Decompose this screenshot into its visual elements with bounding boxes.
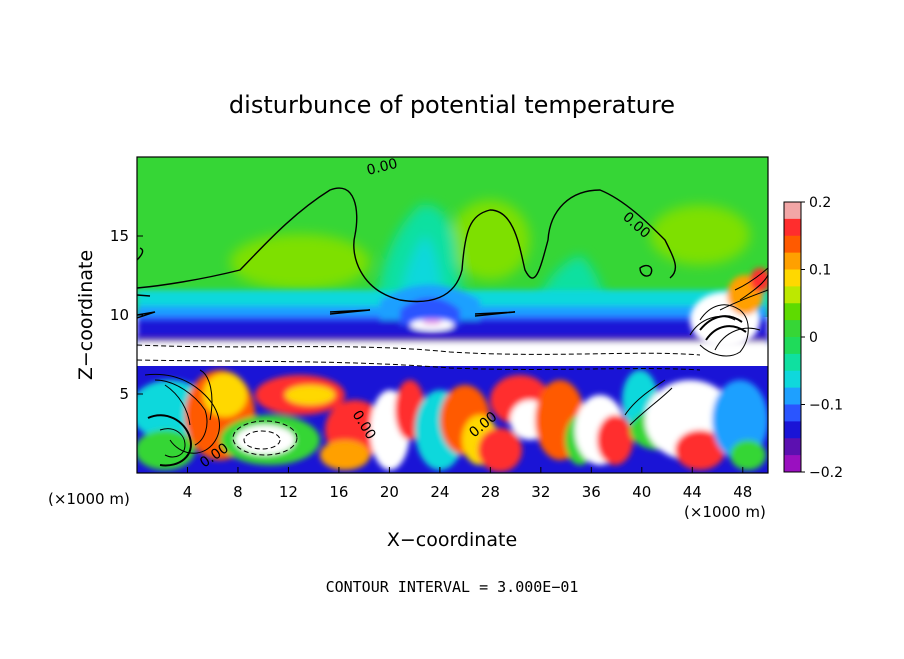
x-tick-label: 44 [683, 483, 702, 501]
colorbar-segment [784, 269, 801, 287]
colorbar-tick-label: −0.2 [809, 465, 843, 481]
x-tick-label: 48 [733, 483, 752, 501]
x-tick-label: 28 [481, 483, 500, 501]
colorbar-segment [784, 421, 801, 439]
x-tick-label: 16 [329, 483, 348, 501]
colorbar-segment [784, 252, 801, 270]
colorbar-segment [784, 218, 801, 237]
x-tick-label: 4 [183, 483, 193, 501]
x-axis: 4 8 12 16 20 24 28 32 36 40 44 48 [183, 467, 752, 501]
x-tick-label: 12 [279, 483, 298, 501]
colorbar-tick-label: 0.1 [809, 263, 831, 279]
colorbar-tick-label: −0.1 [809, 398, 843, 414]
colorbar-segment [784, 455, 801, 473]
colorbar-segment [784, 353, 801, 372]
plot-field [137, 157, 768, 473]
colorbar-segment [784, 202, 801, 220]
colorbar-segment [784, 303, 801, 321]
contour-interval-note: CONTOUR INTERVAL = 3.000E−01 [326, 578, 579, 596]
y-tick-label: 5 [119, 385, 129, 403]
x-tick-label: 8 [233, 483, 243, 501]
colorbar-segment [784, 387, 801, 405]
colorbar-segment [784, 438, 801, 456]
colorbar-tick-label: 0.2 [809, 195, 831, 211]
x-tick-label: 20 [380, 483, 399, 501]
contour-label: 0.00 [365, 156, 399, 179]
x-tick-label: 32 [531, 483, 550, 501]
y-tick-label: 15 [110, 227, 129, 245]
x-tick-label: 36 [582, 483, 601, 501]
colorbar-ticks: 0.2 0.1 0 −0.1 −0.2 [801, 195, 843, 481]
x-tick-label: 40 [632, 483, 651, 501]
x-unit-right: (×1000 m) [684, 503, 766, 521]
x-axis-label: X−coordinate [387, 529, 517, 551]
x-tick-label: 24 [430, 483, 449, 501]
y-axis-label: Z−coordinate [75, 250, 97, 380]
colorbar-segment [784, 320, 801, 338]
colorbar-tick-label: 0 [809, 330, 818, 346]
y-axis: 5 10 15 [110, 227, 143, 403]
y-tick-label: 10 [110, 306, 129, 324]
colorbar-segment [784, 235, 801, 254]
colorbar-segment [784, 404, 801, 422]
colorbar [784, 202, 801, 473]
chart-title: disturbunce of potential temperature [229, 91, 675, 119]
x-unit-left: (×1000 m) [48, 490, 130, 508]
colorbar-segment [784, 286, 801, 304]
colorbar-segment [784, 337, 801, 355]
colorbar-segment [784, 370, 801, 389]
